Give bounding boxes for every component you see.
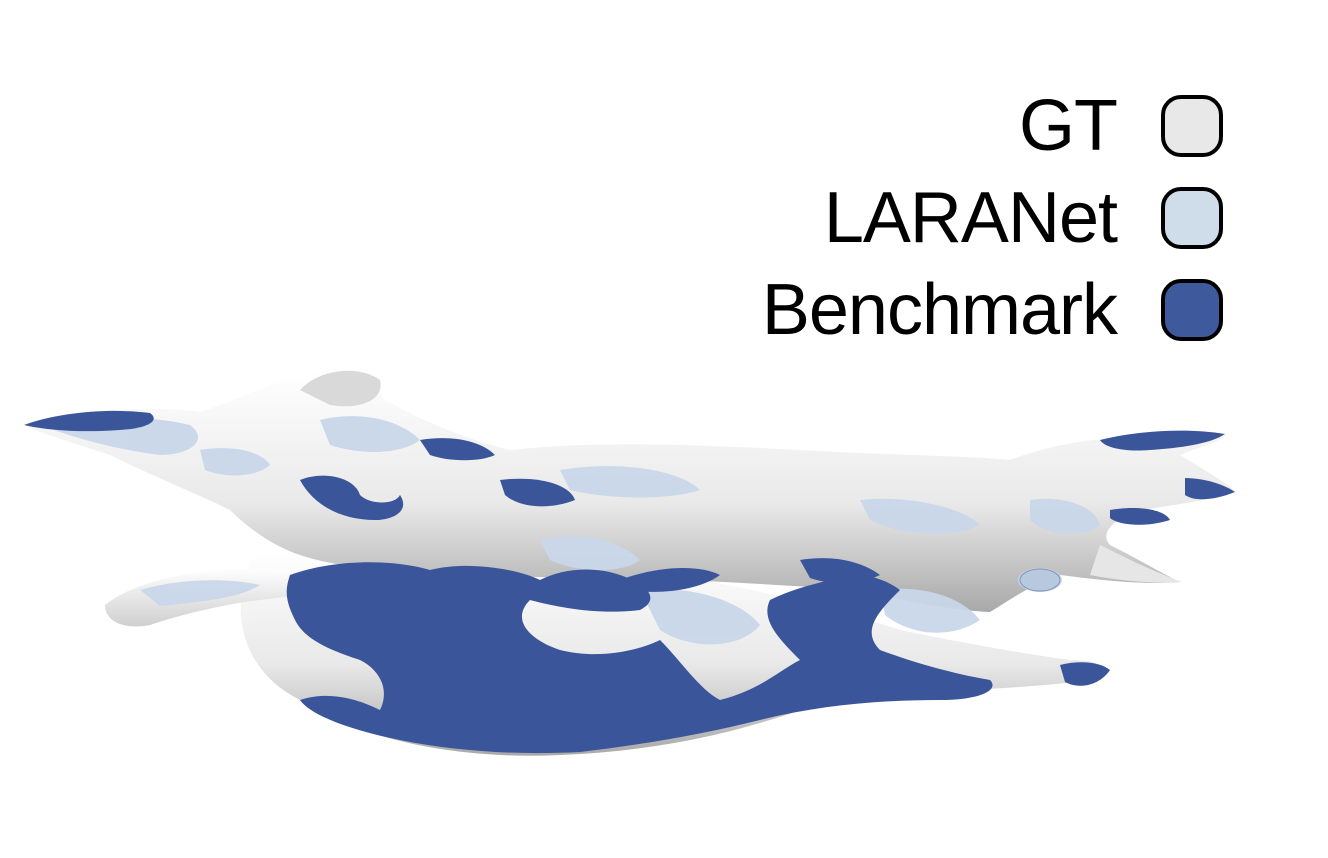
laranet-bead <box>1019 568 1061 592</box>
gt-right-spike <box>1090 545 1182 583</box>
legend-swatch-gt <box>1161 95 1223 157</box>
gt-top-bump <box>300 370 381 407</box>
benchmark-patches <box>24 410 1235 754</box>
legend-swatch-benchmark <box>1161 279 1223 341</box>
legend-item-benchmark: Benchmark <box>762 264 1223 356</box>
legend-label-laranet: LARANet <box>823 178 1118 258</box>
legend-item-laranet: LARANet <box>824 172 1223 264</box>
legend-item-gt: GT <box>1019 80 1223 172</box>
legend-swatch-laranet <box>1161 187 1223 249</box>
legend: GT LARANet Benchmark <box>762 80 1223 356</box>
legend-label-gt: GT <box>1019 86 1118 166</box>
legend-label-benchmark: Benchmark <box>761 270 1118 350</box>
